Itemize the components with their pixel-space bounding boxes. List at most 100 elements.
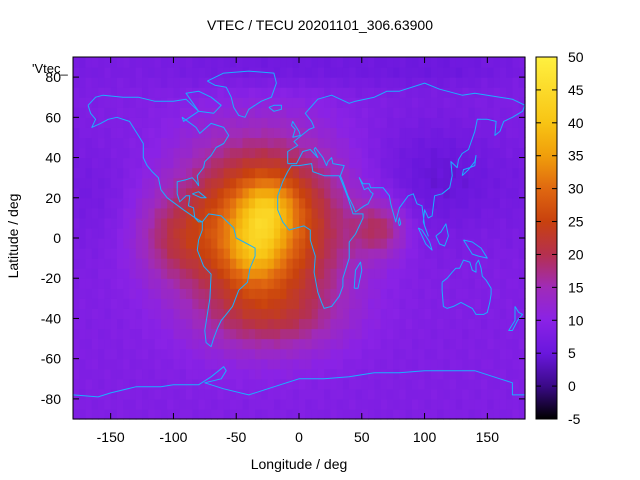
heatmap-cell [437, 207, 444, 219]
heatmap-cell [173, 197, 181, 209]
heatmap-cell [91, 57, 99, 68]
heatmap-cell [255, 258, 262, 269]
x-axis-ticks: -150 -100 -50 0 50 100 150 [97, 57, 499, 445]
heatmap-cell [380, 207, 388, 219]
heatmap-cell [399, 117, 407, 128]
heatmap-cell [437, 57, 444, 68]
heatmap-cell [418, 227, 426, 239]
heatmap-cell [455, 398, 463, 410]
heatmap-cell [342, 217, 350, 229]
heatmap-cell [286, 197, 294, 209]
heatmap-cell [255, 318, 262, 330]
heatmap-cell [186, 308, 193, 320]
heatmap-cell [116, 348, 124, 360]
heatmap-cell [393, 77, 401, 88]
heatmap-cell [330, 217, 338, 229]
heatmap-cell [292, 97, 300, 108]
heatmap-cell [405, 328, 413, 340]
heatmap-cell [292, 207, 300, 219]
heatmap-cell [167, 348, 175, 360]
heatmap-cell [499, 57, 507, 68]
heatmap-cell [393, 157, 401, 169]
heatmap-cell [85, 157, 93, 169]
heatmap-cell [123, 308, 131, 320]
heatmap-cell [255, 358, 262, 370]
heatmap-cell [173, 137, 181, 149]
heatmap-cell [255, 57, 262, 68]
heatmap-cell [267, 408, 275, 420]
heatmap-cell [311, 388, 319, 400]
heatmap-cell [160, 338, 168, 350]
heatmap-cell [104, 137, 112, 149]
heatmap-cell [424, 278, 432, 289]
heatmap-cell [468, 278, 476, 289]
heatmap-cell [248, 157, 256, 169]
heatmap-cell [129, 268, 137, 279]
heatmap-cell [499, 227, 507, 239]
heatmap-cell [255, 117, 262, 128]
heatmap-cell [518, 147, 526, 159]
heatmap-cell [98, 167, 105, 179]
heatmap-cell [104, 398, 112, 410]
heatmap-cell [405, 318, 413, 330]
heatmap-cell [129, 97, 137, 108]
heatmap-cell [493, 338, 501, 350]
heatmap-cell [361, 338, 369, 350]
heatmap-cell [462, 398, 470, 410]
heatmap-cell [305, 338, 313, 350]
heatmap-cell [386, 77, 394, 88]
heatmap-cell [73, 298, 80, 309]
heatmap-cell [79, 318, 87, 330]
heatmap-cell [299, 298, 306, 309]
heatmap-cell [424, 57, 432, 68]
heatmap-cell [167, 338, 175, 350]
heatmap-cell [355, 187, 363, 199]
heatmap-cell [462, 268, 470, 279]
heatmap-cell [236, 328, 244, 340]
heatmap-cell [204, 258, 212, 269]
heatmap-cell [91, 167, 99, 179]
heatmap-cell [286, 338, 294, 350]
heatmap-cell [512, 278, 520, 289]
heatmap-cell [499, 217, 507, 229]
heatmap-cell [305, 248, 313, 259]
heatmap-cell [424, 197, 432, 209]
heatmap-cell [481, 147, 488, 159]
heatmap-cell [305, 67, 313, 78]
heatmap-cell [330, 127, 338, 139]
heatmap-cell [299, 107, 306, 118]
heatmap-cell [104, 328, 112, 340]
heatmap-cell [305, 127, 313, 139]
heatmap-cell [299, 207, 306, 219]
coastlines [72, 70, 526, 398]
heatmap-cell [336, 268, 344, 279]
heatmap-cell [430, 227, 438, 239]
heatmap-cell [399, 308, 407, 320]
heatmap-cell [229, 288, 237, 299]
heatmap-cell [248, 318, 256, 330]
heatmap-cell [299, 117, 306, 128]
heatmap-cell [85, 308, 93, 320]
heatmap-cell [481, 87, 488, 98]
heatmap-cell [261, 258, 269, 269]
heatmap-cell [481, 398, 488, 410]
heatmap-cell [267, 238, 275, 249]
heatmap-cell [280, 177, 288, 189]
heatmap-cell [393, 147, 401, 159]
heatmap-cell [405, 238, 413, 249]
heatmap-cell [349, 388, 357, 400]
heatmap-cell [273, 177, 281, 189]
heatmap-cell [361, 258, 369, 269]
heatmap-cell [368, 388, 375, 400]
heatmap-cell [160, 187, 168, 199]
heatmap-cell [324, 288, 331, 299]
heatmap-cell [167, 137, 175, 149]
heatmap-cell [204, 328, 212, 340]
heatmap-cell [91, 197, 99, 209]
heatmap-cell [85, 77, 93, 88]
heatmap-cell [198, 127, 206, 139]
heatmap-cell [361, 167, 369, 179]
heatmap-cell [198, 97, 206, 108]
heatmap-cell [412, 318, 419, 330]
heatmap-cell [324, 77, 331, 88]
